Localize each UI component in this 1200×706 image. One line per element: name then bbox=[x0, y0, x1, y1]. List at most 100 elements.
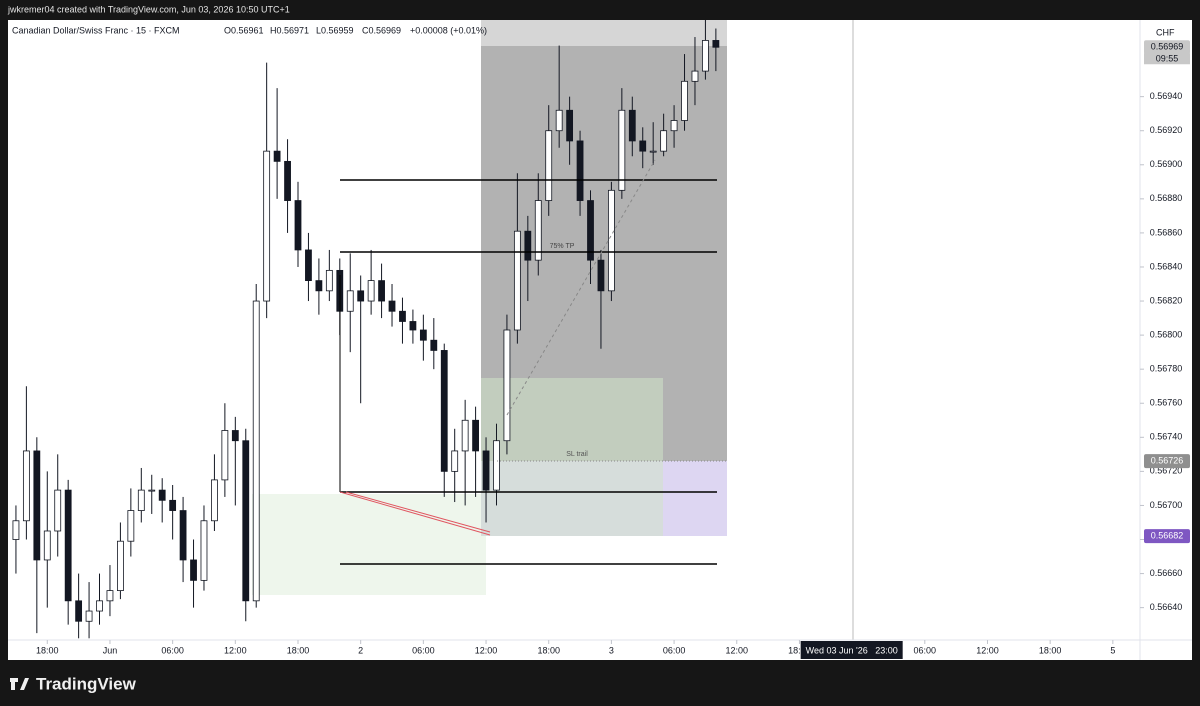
ohlc-value: C0.56969 bbox=[362, 25, 401, 35]
y-tick-label: 0.56780 bbox=[1150, 364, 1183, 374]
y-tick-label: 0.56900 bbox=[1150, 159, 1183, 169]
x-tick-label: 5 bbox=[1110, 645, 1115, 655]
candle-body bbox=[43, 530, 51, 561]
candle-body bbox=[513, 230, 521, 331]
candle-body bbox=[96, 600, 103, 612]
x-tick-label: 18:00 bbox=[287, 645, 310, 655]
ohlc-value: +0.00008 (+0.01%) bbox=[410, 25, 487, 35]
legend-bg bbox=[8, 22, 428, 38]
x-tick-label: 18:00 bbox=[537, 645, 560, 655]
candle-body bbox=[649, 150, 657, 153]
target-zone-top bbox=[481, 20, 727, 46]
candle-body bbox=[190, 559, 197, 581]
price-label: 0.56726 bbox=[1151, 456, 1184, 466]
y-tick-label: 0.56920 bbox=[1150, 125, 1183, 135]
y-tick-label: 0.56760 bbox=[1150, 398, 1183, 408]
candle-body bbox=[545, 130, 553, 201]
x-tick-label: 18:00 bbox=[36, 645, 59, 655]
candle-body bbox=[482, 450, 490, 491]
candle-body bbox=[294, 200, 302, 251]
candle-body bbox=[367, 280, 375, 302]
candle-body bbox=[566, 109, 574, 142]
y-tick-label: 0.56860 bbox=[1150, 227, 1183, 237]
candle-body bbox=[555, 109, 563, 132]
zone bbox=[252, 494, 486, 595]
candle-body bbox=[461, 419, 469, 452]
x-tick-label: 06:00 bbox=[412, 645, 435, 655]
tp-label: 75% TP bbox=[550, 243, 575, 250]
candle-body bbox=[158, 489, 166, 501]
candle-body bbox=[357, 290, 365, 302]
y-tick-label: 0.56880 bbox=[1150, 193, 1183, 203]
candle-body bbox=[346, 290, 354, 312]
candle-body bbox=[75, 600, 83, 622]
candle-body bbox=[284, 160, 291, 201]
trend-line bbox=[339, 491, 491, 536]
y-tick-label: 0.56720 bbox=[1150, 466, 1183, 476]
candle-body bbox=[628, 109, 636, 142]
candle-body bbox=[639, 140, 647, 152]
candle-body bbox=[472, 419, 479, 452]
candle-body bbox=[12, 520, 20, 540]
footer-logo: TradingView bbox=[36, 674, 137, 693]
candle-body bbox=[524, 230, 532, 261]
candle-body bbox=[242, 440, 250, 602]
price-label-bg bbox=[1144, 529, 1190, 544]
candle-body bbox=[252, 300, 260, 602]
ohlc-value: H0.56971 bbox=[270, 25, 309, 35]
candle-body bbox=[127, 510, 135, 542]
candle-body bbox=[388, 300, 396, 312]
y-tick-label: 0.56660 bbox=[1150, 568, 1183, 578]
candle-body bbox=[691, 70, 699, 82]
dashed-line bbox=[506, 159, 656, 416]
trend-line bbox=[345, 491, 491, 533]
candle-body bbox=[409, 321, 417, 331]
candle-body bbox=[451, 450, 459, 472]
candle-body bbox=[618, 109, 626, 191]
header: jwkremer04 created with TradingView.com,… bbox=[7, 4, 290, 14]
candle-body bbox=[231, 430, 239, 442]
x-tick-label: 06:00 bbox=[663, 645, 686, 655]
candle-body bbox=[597, 259, 605, 292]
candle-body bbox=[263, 150, 271, 302]
x-tick-label: 06:00 bbox=[914, 645, 937, 655]
x-tick-label: 2 bbox=[358, 645, 363, 655]
candle-body bbox=[325, 269, 333, 292]
candle-body bbox=[211, 479, 218, 522]
candle-body bbox=[712, 40, 720, 48]
crosshair-label-bg bbox=[800, 641, 903, 659]
y-tick-label: 0.56700 bbox=[1150, 500, 1183, 510]
y-tick-label: 0.56940 bbox=[1150, 91, 1183, 101]
candle-body bbox=[33, 450, 41, 561]
y-tick-label: 0.56740 bbox=[1150, 432, 1183, 442]
candle-body bbox=[681, 80, 688, 121]
x-tick-label: 3 bbox=[609, 645, 614, 655]
candle-body bbox=[137, 489, 145, 511]
candle-body bbox=[440, 350, 448, 472]
ohlc-value: L0.56959 bbox=[316, 25, 354, 35]
price-label-bg bbox=[1144, 454, 1190, 469]
candle-body bbox=[660, 130, 668, 152]
candle-body bbox=[430, 339, 438, 351]
candle-body bbox=[670, 120, 678, 132]
candle-body bbox=[315, 280, 323, 292]
candle-body bbox=[493, 440, 500, 491]
candle-body bbox=[148, 489, 156, 492]
x-tick-label: 12:00 bbox=[976, 645, 999, 655]
countdown-bg bbox=[1144, 53, 1190, 65]
y-tick-label: 0.56800 bbox=[1150, 329, 1183, 339]
x-tick-label: 06:00 bbox=[161, 645, 184, 655]
crosshair-label: Wed 03 Jun '26 23:00 bbox=[806, 645, 898, 655]
countdown: 09:55 bbox=[1156, 54, 1179, 64]
price-label-bg bbox=[1144, 40, 1190, 55]
candle-body bbox=[702, 40, 709, 72]
x-tick-label: 18:00 bbox=[788, 645, 811, 655]
sl-label: SL trail bbox=[566, 451, 588, 458]
axes: 0.566400.566600.566800.567000.567200.567… bbox=[36, 40, 1190, 659]
candle-body bbox=[169, 499, 177, 511]
x-tick-label: 18:00 bbox=[1039, 645, 1062, 655]
candle-body bbox=[419, 329, 427, 341]
x-tick-label: 12:00 bbox=[475, 645, 498, 655]
symbol-legend: Canadian Dollar/Swiss Franc · 15 · FXCM bbox=[12, 25, 180, 35]
